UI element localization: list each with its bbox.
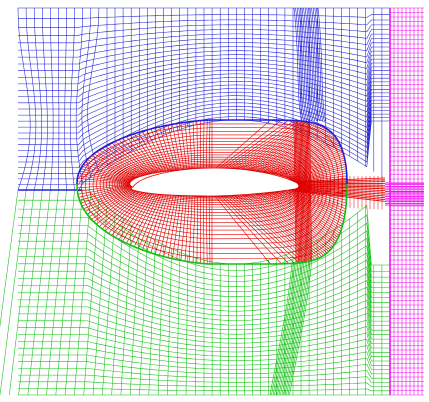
airfoil-shape <box>130 167 300 197</box>
airfoil-o-block-grid <box>76 119 386 265</box>
block-boundaries <box>18 8 391 395</box>
outlet-block-grid <box>385 7 424 396</box>
lower-block-grid <box>0 189 391 396</box>
